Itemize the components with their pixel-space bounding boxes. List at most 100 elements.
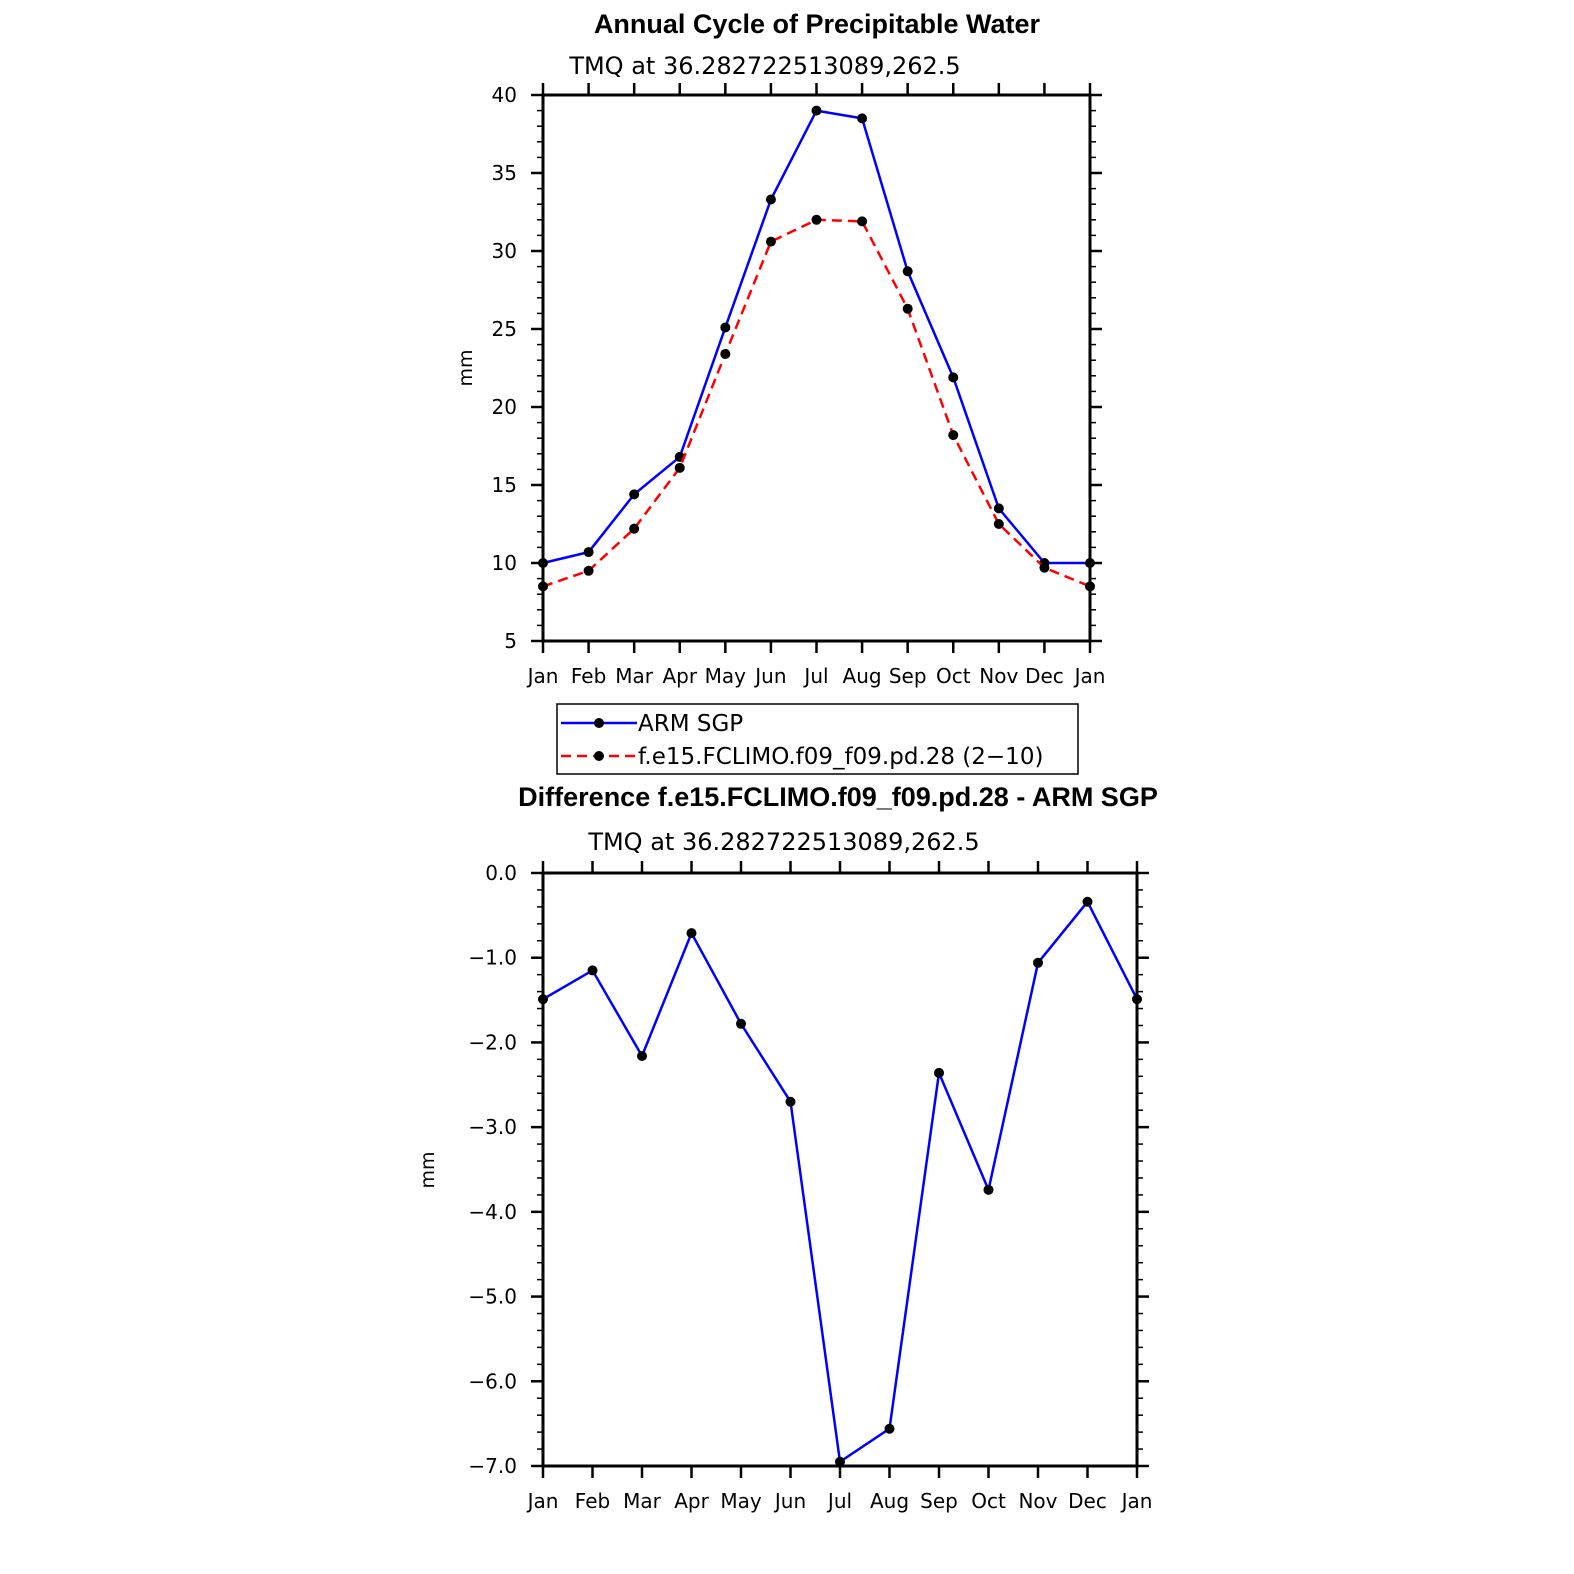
data-point <box>983 1184 994 1195</box>
x-tick-label: Oct <box>936 664 971 688</box>
x-tick-label: Apr <box>662 664 697 688</box>
y-tick-label: 40 <box>492 83 517 107</box>
x-tick-label: Feb <box>575 1489 610 1513</box>
data-point <box>993 503 1004 514</box>
data-point <box>583 565 594 576</box>
y-tick-label: 20 <box>492 395 517 419</box>
data-point <box>902 303 913 314</box>
legend-marker-arm-sgp <box>594 718 604 728</box>
x-tick-label: Jun <box>753 664 786 688</box>
data-point <box>736 1018 746 1029</box>
x-tick-label: Jul <box>802 664 828 688</box>
data-point <box>785 1096 796 1107</box>
x-tick-label: Jan <box>526 664 559 688</box>
plot-frame <box>541 93 1092 643</box>
x-tick-label: Nov <box>1018 1489 1057 1513</box>
x-tick-label: May <box>705 664 747 688</box>
data-point <box>857 216 868 227</box>
data-point <box>993 519 1004 529</box>
x-tick-label: Apr <box>674 1489 709 1513</box>
data-point <box>948 430 959 441</box>
x-tick-label: Jan <box>1120 1489 1153 1513</box>
data-point <box>720 348 731 359</box>
y-tick-label: 15 <box>492 473 517 497</box>
data-point <box>902 266 913 277</box>
legend-entry-arm-sgp: ARM SGP <box>561 711 743 737</box>
legend-entry-model: f.e15.FCLIMO.f09_f09.pd.28 (2−10) <box>561 744 1043 770</box>
data-point <box>629 489 640 500</box>
x-tick-label: Oct <box>971 1489 1006 1513</box>
y-axis-label: mm <box>455 349 477 386</box>
data-point <box>583 547 594 558</box>
y-tick-label: −6.0 <box>468 1369 517 1393</box>
x-tick-label: Mar <box>615 664 654 688</box>
x-tick-label: Jun <box>773 1489 806 1513</box>
y-tick-label: 35 <box>492 161 517 185</box>
data-point <box>637 1050 647 1061</box>
x-tick-label: Aug <box>843 664 882 688</box>
y-tick-label: −1.0 <box>468 946 517 970</box>
data-point <box>686 928 697 939</box>
plot-frame <box>541 871 1139 1468</box>
data-point <box>811 105 822 116</box>
legend-marker-model <box>594 751 604 761</box>
x-tick-label: Nov <box>979 664 1018 688</box>
x-tick-label: Jan <box>526 1489 559 1513</box>
x-tick-label: Dec <box>1068 1489 1107 1513</box>
data-point <box>674 462 685 473</box>
data-point <box>1039 562 1050 573</box>
data-point <box>1132 994 1142 1005</box>
data-point <box>934 1067 944 1078</box>
data-point <box>811 214 822 225</box>
x-tick-label: Sep <box>889 664 927 688</box>
x-tick-label: Aug <box>870 1489 909 1513</box>
chart-subtitle: TMQ at 36.282722513089,262.5 <box>568 52 960 80</box>
legend: ARM SGP f.e15.FCLIMO.f09_f09.pd.28 (2−10… <box>556 703 1079 775</box>
data-point <box>587 965 598 976</box>
data-point <box>1082 896 1093 907</box>
x-tick-label: Mar <box>623 1489 662 1513</box>
y-tick-label: 5 <box>504 629 517 653</box>
data-point <box>948 372 959 383</box>
x-tick-label: Feb <box>571 664 606 688</box>
data-point <box>538 994 548 1005</box>
y-tick-label: 0.0 <box>485 861 517 885</box>
x-tick-label: Dec <box>1025 664 1064 688</box>
y-tick-label: 25 <box>492 317 517 341</box>
chart-title: Difference f.e15.FCLIMO.f09_f09.pd.28 - … <box>518 782 1158 812</box>
legend-box <box>556 703 1079 775</box>
chart-subtitle: TMQ at 36.282722513089,262.5 <box>587 828 979 856</box>
series-line-1 <box>542 218 1091 588</box>
y-tick-label: 10 <box>492 551 517 575</box>
chart-title: Annual Cycle of Precipitable Water <box>594 9 1041 39</box>
data-point <box>1033 957 1043 968</box>
series-line-0 <box>542 899 1139 1464</box>
legend-label-arm-sgp: ARM SGP <box>638 711 743 737</box>
data-point <box>1085 558 1095 568</box>
y-tick-label: 30 <box>492 239 517 263</box>
x-tick-label: Sep <box>920 1489 958 1513</box>
data-point <box>720 322 731 333</box>
x-tick-label: May <box>720 1489 762 1513</box>
data-point <box>765 236 776 247</box>
y-tick-label: −2.0 <box>468 1030 517 1054</box>
data-point <box>884 1423 895 1434</box>
annual-cycle-chart: Annual Cycle of Precipitable Water TMQ a… <box>455 9 1106 775</box>
legend-label-model: f.e15.FCLIMO.f09_f09.pd.28 (2−10) <box>638 744 1043 770</box>
data-point <box>765 194 776 205</box>
x-tick-label: Jul <box>826 1489 852 1513</box>
data-point <box>538 558 548 568</box>
y-tick-label: −4.0 <box>468 1200 517 1224</box>
series-line-0 <box>542 109 1090 565</box>
y-tick-label: −5.0 <box>468 1285 517 1309</box>
data-point <box>629 523 640 534</box>
y-tick-label: −3.0 <box>468 1115 517 1139</box>
data-point <box>1085 581 1095 592</box>
data-point <box>835 1456 845 1467</box>
difference-chart: Difference f.e15.FCLIMO.f09_f09.pd.28 - … <box>417 782 1158 1513</box>
y-tick-label: −7.0 <box>468 1454 517 1478</box>
data-point <box>538 581 548 592</box>
x-tick-label: Jan <box>1073 664 1106 688</box>
